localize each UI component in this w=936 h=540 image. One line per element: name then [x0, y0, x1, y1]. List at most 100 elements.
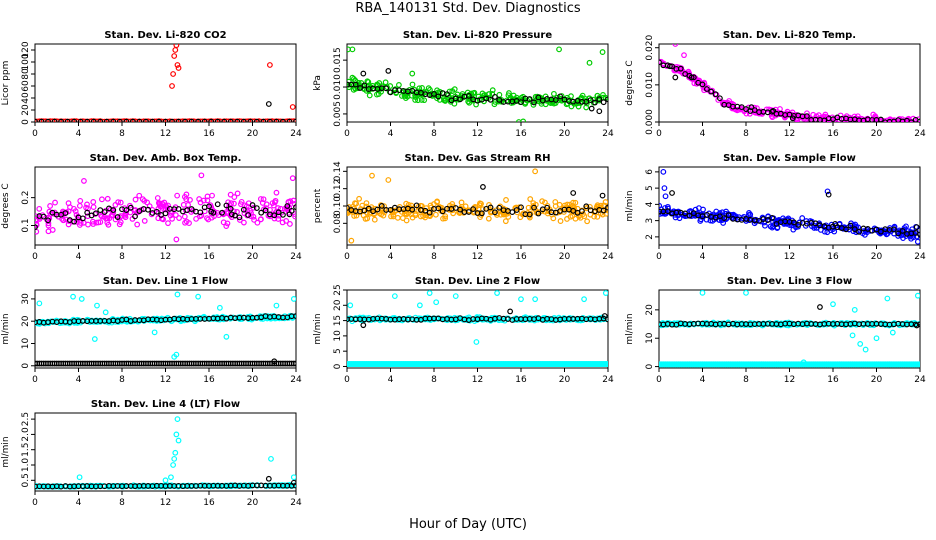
point-primary: [164, 204, 170, 211]
point-overlay: [293, 118, 296, 122]
x-tick-label: 20: [247, 375, 259, 385]
point-primary: [204, 482, 210, 489]
point-primary: [418, 97, 425, 103]
point-primary: [424, 315, 431, 322]
point-primary: [567, 213, 574, 220]
x-tick-label: 16: [203, 498, 215, 508]
point-primary: [180, 201, 187, 208]
point-primary: [117, 199, 124, 206]
point-overlay: [708, 88, 715, 95]
point-primary: [35, 222, 40, 229]
point-primary: [385, 177, 392, 183]
point-primary: [353, 200, 360, 207]
point-overlay: [748, 104, 755, 111]
point-overlay: [899, 228, 906, 234]
panel-pressure: Stan. Dev. Li-820 Pressure kPa 0 4 8 12 16 20 24…: [313, 30, 614, 139]
point-primary: [914, 292, 920, 299]
point-overlay: [123, 118, 130, 122]
point-overlay: [240, 118, 247, 122]
point-primary: [241, 219, 247, 226]
point-overlay: [271, 358, 278, 365]
point-primary: [72, 319, 79, 326]
point-overlay: [688, 74, 695, 81]
y-axis-label: ml/min: [1, 436, 11, 467]
point-overlay: [465, 92, 472, 99]
point-overlay: [79, 215, 86, 222]
y-tick-label: 6: [645, 169, 655, 175]
point-primary: [427, 86, 433, 93]
point-overlay: [599, 192, 606, 199]
point-primary: [205, 216, 212, 223]
point-primary: [236, 217, 243, 223]
x-tick-label: 24: [914, 129, 926, 139]
point-primary: [819, 321, 826, 327]
point-primary: [187, 197, 193, 203]
point-primary: [234, 190, 241, 197]
point-primary: [394, 214, 401, 221]
x-axis-title: Hour of Day (UTC): [409, 517, 527, 532]
point-primary: [112, 201, 119, 208]
point-primary: [762, 222, 768, 229]
point-overlay: [253, 205, 260, 211]
point-primary: [173, 351, 180, 358]
x-tick-label: 4: [700, 252, 706, 262]
point-overlay: [145, 206, 152, 213]
point-overlay: [236, 214, 243, 221]
point-overlay: [518, 204, 524, 211]
point-overlay: [496, 204, 503, 211]
point-primary: [48, 210, 55, 217]
point-primary: [427, 212, 434, 219]
point-primary: [247, 483, 254, 489]
point-overlay: [492, 209, 498, 216]
point-overlay: [387, 89, 394, 96]
point-bottom-band: [605, 361, 608, 367]
point-primary: [350, 76, 357, 82]
point-overlay: [592, 99, 598, 106]
y-axis-label: kPa: [313, 75, 323, 91]
panel-title: Stan. Dev. Sample Flow: [723, 153, 856, 164]
point-primary: [371, 216, 378, 223]
point-primary: [117, 214, 123, 221]
x-tick-label: 20: [559, 252, 571, 262]
point-overlay: [149, 118, 156, 122]
point-primary: [196, 213, 203, 220]
point-primary: [174, 62, 181, 68]
point-primary: [196, 196, 203, 202]
point-overlay: [535, 210, 542, 217]
point-primary: [451, 86, 458, 93]
x-tick-label: 24: [290, 252, 302, 262]
point-primary: [287, 221, 293, 227]
y-tick-label: 15: [333, 315, 343, 326]
point-overlay: [669, 190, 675, 196]
point-primary: [530, 101, 537, 108]
point-overlay: [253, 118, 260, 122]
point-primary: [581, 213, 588, 220]
point-primary: [70, 293, 76, 300]
y-tick-label: 4: [645, 201, 655, 207]
point-overlay: [64, 118, 71, 122]
x-tick-label: 16: [827, 375, 839, 385]
plot-frame: [34, 412, 297, 492]
point-primary: [373, 91, 380, 98]
point-overlay: [825, 191, 832, 198]
x-tick-label: 12: [160, 498, 171, 508]
point-primary: [132, 196, 139, 203]
y-tick-label: 0: [645, 363, 655, 369]
point-primary: [746, 110, 753, 117]
point-primary: [106, 215, 113, 222]
x-tick-label: 24: [602, 129, 614, 139]
point-primary: [186, 220, 192, 226]
data-points: [347, 46, 608, 122]
point-primary: [409, 214, 416, 221]
point-overlay: [273, 118, 280, 122]
point-overlay: [509, 209, 516, 216]
point-primary: [426, 290, 433, 296]
point-primary: [175, 437, 182, 444]
point-primary: [168, 474, 174, 481]
point-primary: [356, 195, 362, 202]
y-axis-label: ml/min: [625, 313, 635, 344]
point-overlay: [188, 206, 195, 212]
point-primary: [165, 220, 171, 227]
